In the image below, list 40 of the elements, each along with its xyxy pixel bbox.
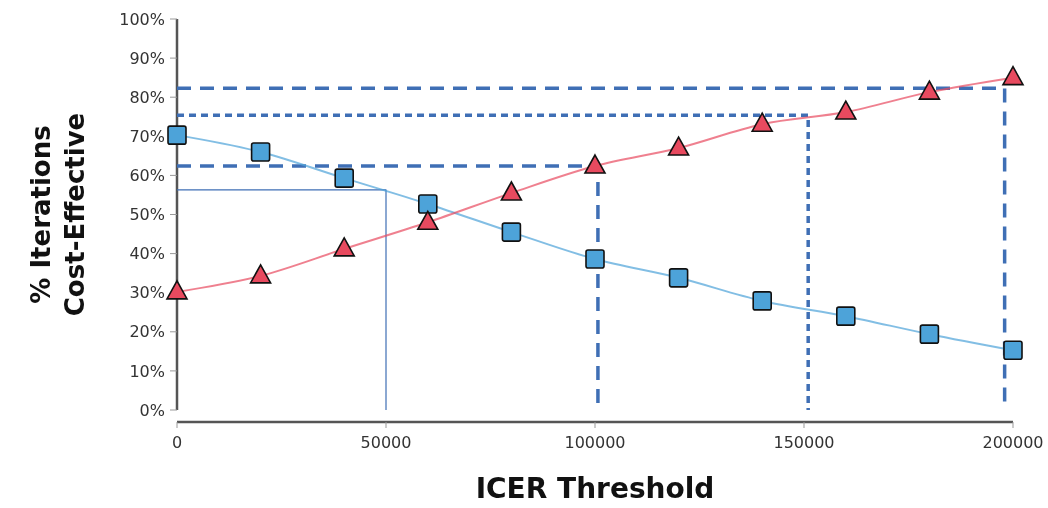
point: [668, 268, 689, 288]
point: [584, 154, 606, 174]
point: [752, 291, 772, 311]
x-tick-label: 200000: [982, 433, 1044, 452]
point: [835, 100, 857, 120]
point: [918, 80, 941, 100]
y-tick-label: 80%: [129, 87, 165, 107]
y-axis-title: % Iterations Cost-Effective: [26, 112, 90, 317]
point: [249, 264, 272, 284]
point: [500, 181, 523, 201]
y-tick-label: 0%: [139, 400, 165, 420]
point: [836, 306, 856, 326]
y-tick-label: 30%: [129, 283, 165, 303]
y-tick-label: 50%: [129, 205, 165, 225]
point: [418, 194, 438, 214]
point: [1003, 340, 1023, 360]
point: [501, 222, 522, 242]
point: [1002, 65, 1024, 86]
y-tick-label: 90%: [129, 48, 165, 68]
point: [585, 249, 605, 269]
x-tick-label: 50000: [360, 433, 412, 452]
point: [167, 125, 187, 145]
point: [751, 112, 773, 132]
y-tick-label: 40%: [129, 244, 165, 264]
x-tick-label: 100000: [564, 433, 626, 452]
point: [334, 168, 354, 188]
x-tick-label: 0: [171, 433, 183, 452]
point: [166, 280, 188, 300]
point: [250, 142, 271, 162]
x-axis-title: ICER Threshold: [475, 472, 715, 505]
y-tick-label: 100%: [119, 9, 165, 29]
y-tick-label: 10%: [129, 361, 165, 381]
point: [667, 136, 690, 156]
y-tick-label: 70%: [129, 126, 165, 146]
y-tick-label: 20%: [129, 322, 165, 342]
y-tick-label: 60%: [129, 166, 165, 185]
point: [333, 237, 355, 257]
point: [919, 324, 940, 344]
x-tick-label: 150000: [773, 433, 835, 452]
point: [417, 210, 439, 231]
